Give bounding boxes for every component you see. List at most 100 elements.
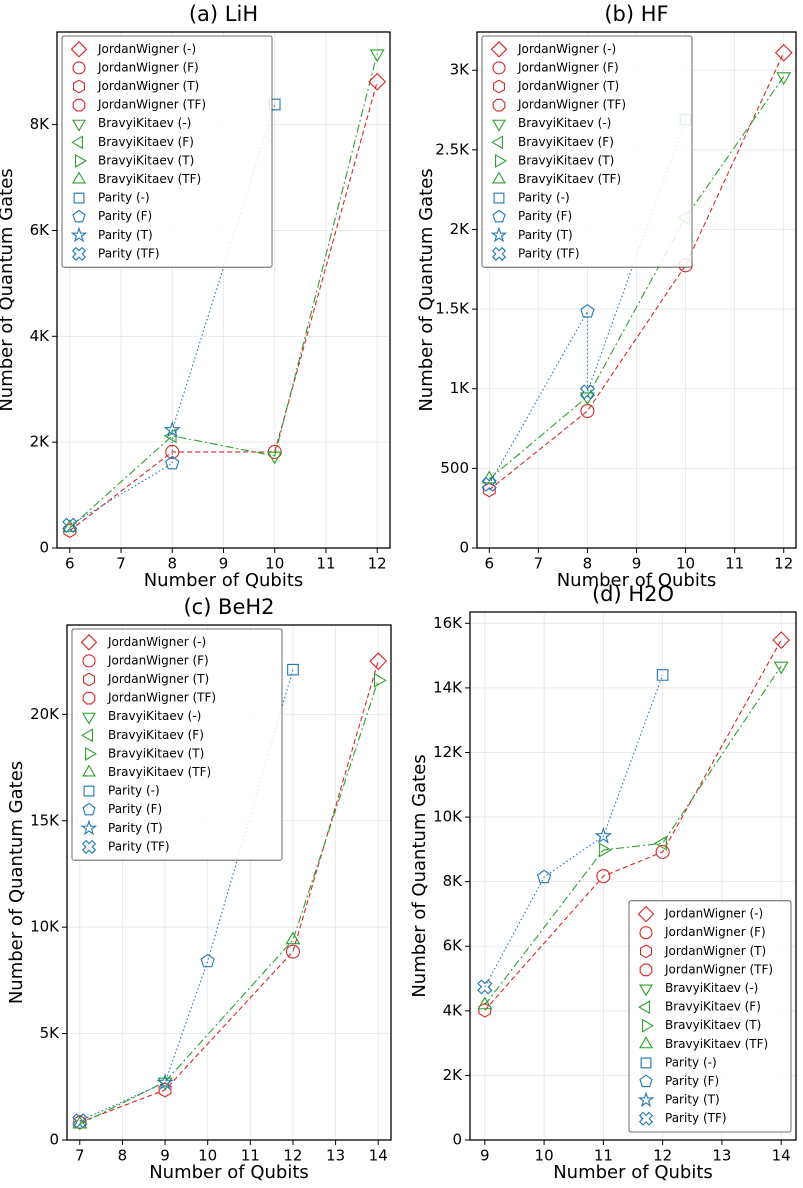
data-point: [536, 869, 552, 884]
x-tick-label: 9: [219, 555, 229, 573]
y-tick-label: 2K: [443, 1066, 464, 1084]
legend-marker: [70, 226, 88, 243]
plot-frame: [476, 31, 797, 549]
x-tick-label: 13: [712, 1147, 731, 1165]
series-line: [484, 665, 782, 1006]
legend-label: BravyiKitaev (F): [665, 1000, 761, 1014]
x-axis-label: Number of Qubits: [149, 1162, 309, 1183]
legend-box: [481, 35, 693, 268]
legend-marker: [492, 79, 506, 94]
legend-marker: [82, 691, 96, 705]
legend-label: Parity (-): [518, 191, 570, 205]
chart-title: (c) BeH2: [183, 595, 274, 619]
legend-marker: [82, 712, 96, 725]
y-axis-label: Number of Quantum Gates: [6, 761, 27, 1004]
legend-label: Parity (TF): [108, 839, 170, 853]
legend-marker: [639, 944, 653, 959]
legend-marker: [83, 785, 95, 797]
legend-marker: [638, 1000, 650, 1015]
y-tick-label: 10K: [433, 808, 463, 826]
legend-label: JordanWigner (TF): [97, 98, 206, 112]
x-tick-label: 11: [594, 1147, 613, 1165]
data-point: [596, 869, 611, 884]
x-tick-label: 12: [283, 1147, 302, 1165]
x-tick-label: 10: [198, 1147, 217, 1165]
x-tick-label: 14: [772, 1147, 791, 1165]
y-tick-label: 4K: [443, 1001, 464, 1019]
legend-label: BravyiKitaev (TF): [665, 1037, 768, 1051]
x-tick-label: 12: [653, 1147, 672, 1165]
y-tick-label: 10K: [30, 918, 60, 936]
data-point: [163, 420, 182, 438]
panel: 9 10 11 12 13 14 0 2K 4K 6K 8K 10K 12K 14K 16K (d) H2O N…: [409, 582, 797, 1183]
y-tick-label: 4K: [30, 327, 51, 345]
legend-label: BravyiKitaev (T): [108, 746, 204, 760]
legend-marker: [493, 192, 505, 204]
panel: 6 7 8 9 10 11 12 0 2K 4K 6K 8K (a) LiH Number of Qubi…: [0, 2, 391, 591]
plot-frame: [66, 624, 392, 1141]
legend-label: BravyiKitaev (-): [518, 116, 611, 130]
plot-frame: [469, 611, 797, 1141]
legend-marker: [72, 98, 86, 112]
x-tick-label: 9: [160, 1147, 170, 1165]
x-tick-label: 11: [241, 1147, 260, 1165]
legend-marker: [640, 1057, 652, 1069]
x-tick-label: 14: [369, 1147, 388, 1165]
data-point: [369, 49, 385, 63]
legend-box: [628, 900, 792, 1133]
legend-marker: [82, 672, 96, 687]
series-line: [488, 76, 785, 480]
x-axis-label: Number of Qubits: [144, 570, 304, 591]
legend-label: JordanWigner (TF): [664, 962, 773, 976]
data-point: [165, 444, 180, 459]
panel: 7 8 9 10 11 12 13 14 0 5K 10K 15K 20K (c) BeH2 Number …: [6, 595, 392, 1183]
data-point: [580, 304, 595, 318]
data-point: [599, 842, 612, 858]
x-axis-label: Number of Qubits: [557, 570, 717, 591]
series-line: [69, 104, 276, 526]
y-tick-label: 2.5K: [435, 140, 470, 158]
legend-label: Parity (TF): [518, 246, 580, 260]
y-tick-label: 0: [39, 539, 49, 557]
legend-label: JordanWigner (-): [97, 42, 196, 56]
legend-label: Parity (F): [98, 209, 152, 223]
x-tick-label: 12: [774, 555, 793, 573]
legend-label: BravyiKitaev (-): [665, 981, 758, 995]
data-point: [165, 455, 180, 470]
legend-label: Parity (F): [665, 1074, 719, 1088]
data-point: [477, 979, 493, 995]
data-point: [72, 1113, 88, 1129]
chart-title: (a) LiH: [189, 2, 258, 26]
legend-label: BravyiKitaev (F): [518, 135, 614, 149]
legend-label: BravyiKitaev (F): [108, 728, 204, 742]
legend-marker: [639, 1036, 653, 1049]
y-tick-label: 8K: [443, 872, 464, 890]
legend-marker: [72, 171, 86, 184]
plot-frame: [56, 31, 391, 549]
y-axis-label: Number of Quantum Gates: [409, 754, 430, 997]
data-point: [594, 826, 613, 844]
series-line: [484, 674, 664, 988]
legend-marker: [72, 119, 86, 132]
x-tick-label: 13: [326, 1147, 345, 1165]
data-point: [656, 669, 669, 681]
legend-marker: [72, 79, 86, 94]
legend-label: JordanWigner (-): [517, 42, 616, 56]
legend-label: JordanWigner (F): [664, 925, 766, 939]
y-tick-label: 500: [440, 459, 469, 477]
legend-label: Parity (TF): [98, 246, 160, 260]
legend-label: Parity (F): [518, 209, 572, 223]
legend-marker: [71, 246, 87, 261]
legend-label: Parity (T): [665, 1093, 720, 1107]
x-tick-label: 11: [316, 555, 335, 573]
legend-marker: [639, 963, 653, 977]
y-tick-label: 1.5K: [435, 300, 470, 318]
x-tick-label: 6: [65, 555, 75, 573]
legend-marker: [72, 209, 86, 223]
legend-label: JordanWigner (TF): [107, 691, 216, 705]
legend-marker: [492, 171, 506, 184]
data-point: [158, 1082, 172, 1098]
legend-marker: [490, 226, 508, 243]
series-line: [69, 81, 378, 531]
legend-marker: [82, 802, 96, 816]
